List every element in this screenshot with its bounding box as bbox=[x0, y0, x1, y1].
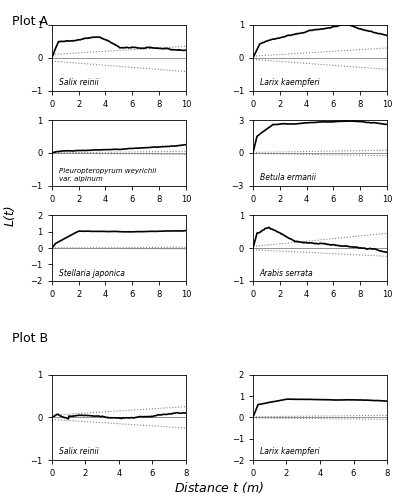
Text: Salix reinii: Salix reinii bbox=[59, 78, 98, 88]
Text: Larix kaempferi: Larix kaempferi bbox=[260, 446, 319, 456]
Text: L(t): L(t) bbox=[4, 204, 17, 226]
Text: Stellaria japonica: Stellaria japonica bbox=[59, 268, 124, 278]
Text: Salix reinii: Salix reinii bbox=[59, 446, 98, 456]
Text: Distance $t$ (m): Distance $t$ (m) bbox=[174, 480, 265, 495]
Text: var. alpinum: var. alpinum bbox=[59, 176, 102, 182]
Text: Pleuropteropyrum weyrichii: Pleuropteropyrum weyrichii bbox=[59, 168, 156, 174]
Text: Plot A: Plot A bbox=[12, 15, 48, 28]
Text: Arabis serrata: Arabis serrata bbox=[260, 268, 313, 278]
Text: Larix kaempferi: Larix kaempferi bbox=[260, 78, 319, 88]
Text: Betula ermanii: Betula ermanii bbox=[260, 174, 316, 182]
Text: Plot B: Plot B bbox=[12, 332, 48, 345]
